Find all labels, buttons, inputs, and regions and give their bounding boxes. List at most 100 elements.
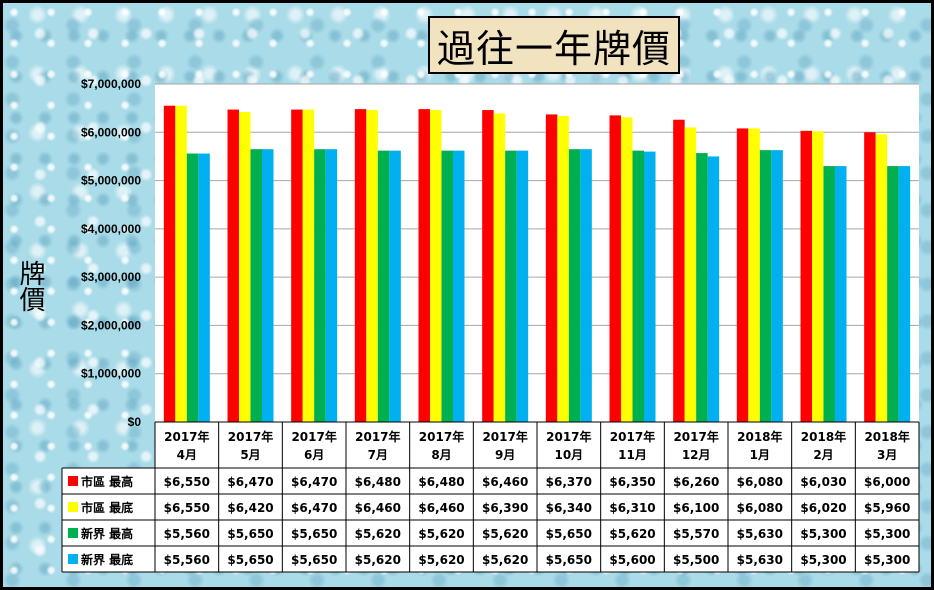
bar: [580, 149, 592, 422]
bar: [557, 115, 569, 423]
bar: [887, 166, 899, 422]
bar: [545, 114, 558, 423]
data-label: $5,560: [164, 553, 210, 567]
data-label: $5,630: [737, 553, 783, 567]
bar: [418, 109, 430, 422]
bar: [516, 150, 529, 423]
data-label: $5,620: [482, 553, 528, 567]
data-label: $6,420: [227, 501, 273, 515]
bar: [441, 150, 453, 423]
x-tick-label: 2017年: [482, 429, 527, 444]
data-label: $5,300: [800, 527, 846, 541]
x-tick-label: 7月: [368, 448, 388, 462]
bar: [673, 119, 685, 422]
legend-key: [68, 528, 78, 538]
bar: [898, 166, 911, 422]
data-label: $6,550: [164, 501, 210, 515]
data-label: $5,650: [291, 527, 337, 541]
data-label: $5,620: [418, 553, 464, 567]
bar: [291, 109, 303, 422]
bar: [389, 150, 401, 423]
bar: [250, 149, 262, 422]
bar: [430, 110, 442, 423]
y-tick-label: $7,000,000: [81, 77, 141, 91]
x-tick-label: 5月: [240, 448, 260, 462]
data-label: $6,550: [164, 475, 210, 489]
data-label: $6,000: [864, 475, 910, 489]
data-label: $5,630: [737, 527, 783, 541]
x-tick-label: 2018年: [737, 429, 782, 444]
bar: [302, 109, 315, 422]
bar-chart: $0 $1,000,000 $2,000,000 $3,000,000 $4,000,0…: [61, 77, 920, 573]
bar: [771, 150, 783, 422]
data-label: $5,650: [291, 553, 337, 567]
bar: [325, 149, 338, 422]
y-tick-label: $0: [128, 415, 142, 429]
data-label: $5,620: [355, 553, 401, 567]
data-label: $6,370: [546, 475, 592, 489]
y-tick-label: $4,000,000: [81, 222, 141, 236]
bar: [198, 153, 210, 422]
legend-key: [68, 554, 78, 564]
bar: [684, 127, 697, 422]
data-label: $5,620: [418, 527, 464, 541]
bar: [800, 130, 812, 422]
bar: [621, 117, 633, 423]
x-tick-label: 12月: [682, 448, 711, 462]
bar: [748, 128, 760, 422]
bar: [736, 128, 749, 422]
data-label: $5,650: [546, 527, 592, 541]
x-tick-label: 2018年: [801, 429, 846, 444]
bar: [262, 149, 274, 422]
y-tick-label: $2,000,000: [81, 318, 141, 332]
bar: [644, 151, 656, 422]
data-label: $5,620: [355, 527, 401, 541]
x-tick-label: 4月: [177, 448, 197, 462]
bar: [163, 105, 176, 422]
data-label: $5,500: [673, 553, 719, 567]
data-label: $6,460: [355, 501, 401, 515]
bar: [609, 115, 621, 422]
bar: [812, 131, 824, 422]
x-tick-label: 8月: [431, 448, 451, 462]
x-tick-label: 2017年: [164, 429, 209, 444]
bar: [239, 112, 251, 423]
data-label: $6,340: [546, 501, 592, 515]
y-tick-label: $5,000,000: [81, 174, 141, 188]
data-label: $6,100: [673, 501, 719, 515]
legend-key: [68, 476, 78, 486]
series-name: 市區 最高: [81, 474, 133, 489]
bar: [632, 150, 644, 423]
x-tick-label: 2017年: [291, 429, 336, 444]
data-label: $6,480: [355, 475, 401, 489]
bar: [377, 150, 390, 423]
bar: [707, 156, 720, 422]
bar: [175, 105, 187, 422]
x-tick-label: 2月: [813, 448, 833, 462]
bar: [186, 153, 199, 422]
bar: [505, 150, 517, 423]
data-label: $5,620: [482, 527, 528, 541]
x-tick-label: 3月: [877, 448, 897, 462]
bar: [453, 150, 465, 423]
x-tick-label: 2017年: [419, 429, 464, 444]
data-label: $5,650: [227, 527, 273, 541]
data-label: $6,460: [482, 475, 528, 489]
x-tick-label: 2017年: [546, 429, 591, 444]
data-label: $5,960: [864, 501, 910, 515]
data-label: $6,460: [418, 501, 464, 515]
data-label: $6,260: [673, 475, 719, 489]
x-tick-label: 2017年: [673, 429, 718, 444]
bar: [696, 153, 708, 422]
data-label: $5,560: [164, 527, 210, 541]
bar: [759, 150, 772, 422]
data-label: $6,480: [418, 475, 464, 489]
data-label: $6,310: [609, 501, 655, 515]
bar: [835, 166, 847, 422]
bar: [493, 113, 506, 422]
data-label: $5,600: [609, 553, 655, 567]
y-axis-label: 牌價: [15, 260, 45, 312]
x-tick-label: 9月: [495, 448, 515, 462]
data-label: $6,030: [800, 475, 846, 489]
